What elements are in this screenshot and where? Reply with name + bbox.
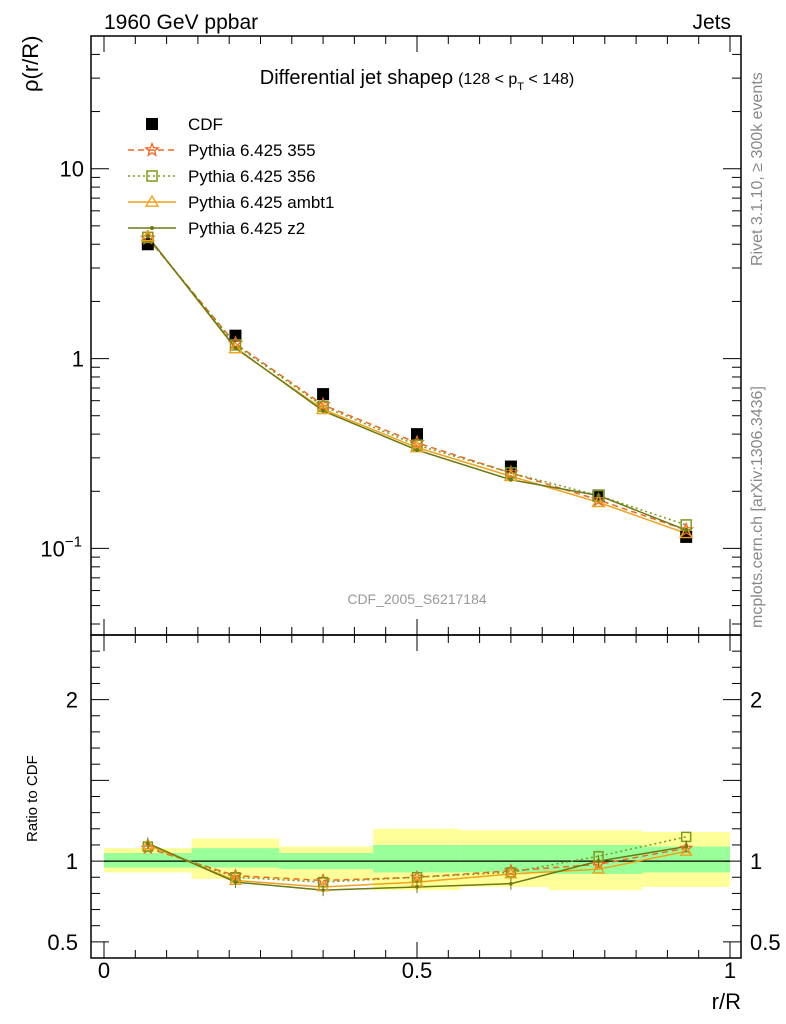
series-line-main [147, 235, 687, 535]
legend-entry: Pythia 6.425 355 [188, 141, 316, 160]
data-point-marker [596, 859, 601, 863]
main-plot: 10−1 1 10 Differential jet shapeρ (128 < pT… [18, 35, 742, 636]
data-point-marker [142, 231, 154, 244]
data-point-marker [411, 428, 423, 441]
series-line-main [147, 237, 687, 531]
ratio-tick-label-right: 1 [750, 849, 762, 874]
process-header: Jets [692, 11, 731, 34]
data-point-marker [146, 170, 158, 182]
legend: CDF Pythia 6.425 355 Pythia 6.425 356 Pythi… [128, 115, 334, 238]
plot-title: Differential jet shapeρ (128 < pT < 148) [260, 67, 575, 93]
legend-entry: Pythia 6.425 356 [188, 167, 316, 186]
main-plot-content [139, 229, 695, 543]
data-point-marker [509, 881, 513, 886]
ratio-tick-label-left: 2 [66, 688, 78, 713]
x-tick-label: 0 [98, 958, 110, 983]
ratio-band-green [460, 844, 549, 873]
data-point-marker [679, 844, 693, 856]
data-point-marker [415, 447, 419, 452]
x-tick-label: 1 [724, 958, 736, 983]
ratio-axis-label: Ratio to CDF [24, 755, 41, 842]
legend-entry: Pythia 6.425 ambt1 [188, 193, 334, 212]
legend-entry: Pythia 6.425 z2 [188, 219, 305, 238]
data-point-marker [144, 194, 160, 207]
ratio-tick-label-left: 0.5 [47, 930, 78, 955]
ratio-band-green [104, 853, 192, 868]
data-point-marker [321, 888, 325, 892]
data-point-marker [146, 118, 158, 130]
data-point-marker [591, 494, 606, 508]
ratio-tick-label-left: 1 [66, 849, 78, 874]
data-point-marker [415, 885, 419, 889]
data-point-marker [146, 841, 150, 846]
data-point-marker [145, 234, 150, 239]
data-point-marker [321, 408, 326, 413]
ratio-axes: 0 0.5 1 0.5 0.5 1 1 2 2 [47, 634, 781, 983]
ratio-tick-label-right: 2 [750, 688, 762, 713]
y-tick-label: 10 [60, 157, 84, 182]
y-tick-label: 10−1 [40, 533, 82, 561]
ratio-band-green [373, 844, 461, 873]
data-point-marker [508, 477, 513, 482]
plot-title-main: Differential jet shapeρ [260, 67, 453, 89]
mcplots-source-label: mcplots.cern.ch [arXiv:1306.3436] [749, 386, 766, 628]
analysis-watermark: CDF_2005_S6217184 [347, 591, 487, 607]
ratio-tick-label-right: 0.5 [750, 930, 781, 955]
data-point-marker [315, 401, 331, 415]
plot-title-range-end: < 148) [524, 71, 574, 88]
x-tick-label: 0.5 [402, 958, 433, 983]
data-point-marker [684, 844, 688, 849]
data-point-marker [144, 141, 160, 157]
data-point-marker [150, 226, 154, 230]
data-point-marker [317, 388, 330, 401]
data-point-marker [678, 526, 694, 539]
data-point-marker [684, 528, 689, 533]
series-line-main [147, 235, 687, 531]
ratio-band-green [191, 848, 280, 868]
ratio-plot-frame [90, 634, 742, 959]
energy-header: 1960 GeV ppbar [104, 11, 258, 34]
plot-title-range: (128 < p [458, 71, 517, 88]
main-axes: 10−1 1 10 [40, 35, 741, 635]
y-axis-label: ρ(r/R) [18, 36, 43, 93]
x-axis-label: r/R [712, 989, 741, 1014]
y-tick-label: 1 [72, 347, 84, 372]
rivet-version-label: Rivet 3.1.10, ≥ 300k events [749, 72, 766, 266]
ratio-plot-content [104, 828, 730, 897]
data-point-marker [592, 489, 605, 502]
data-point-marker [591, 862, 606, 874]
data-point-marker [229, 339, 242, 351]
data-point-marker [228, 341, 243, 354]
ratio-plot: 0 0.5 1 0.5 0.5 1 1 2 2 Ratio to CDF [24, 634, 781, 983]
data-point-marker [596, 493, 601, 498]
series-line-main [147, 236, 687, 526]
plot-title-index: T [517, 81, 524, 93]
data-point-marker [233, 345, 238, 350]
data-point-marker [140, 229, 156, 242]
legend-entry: CDF [188, 115, 223, 134]
data-point-marker [233, 880, 238, 884]
